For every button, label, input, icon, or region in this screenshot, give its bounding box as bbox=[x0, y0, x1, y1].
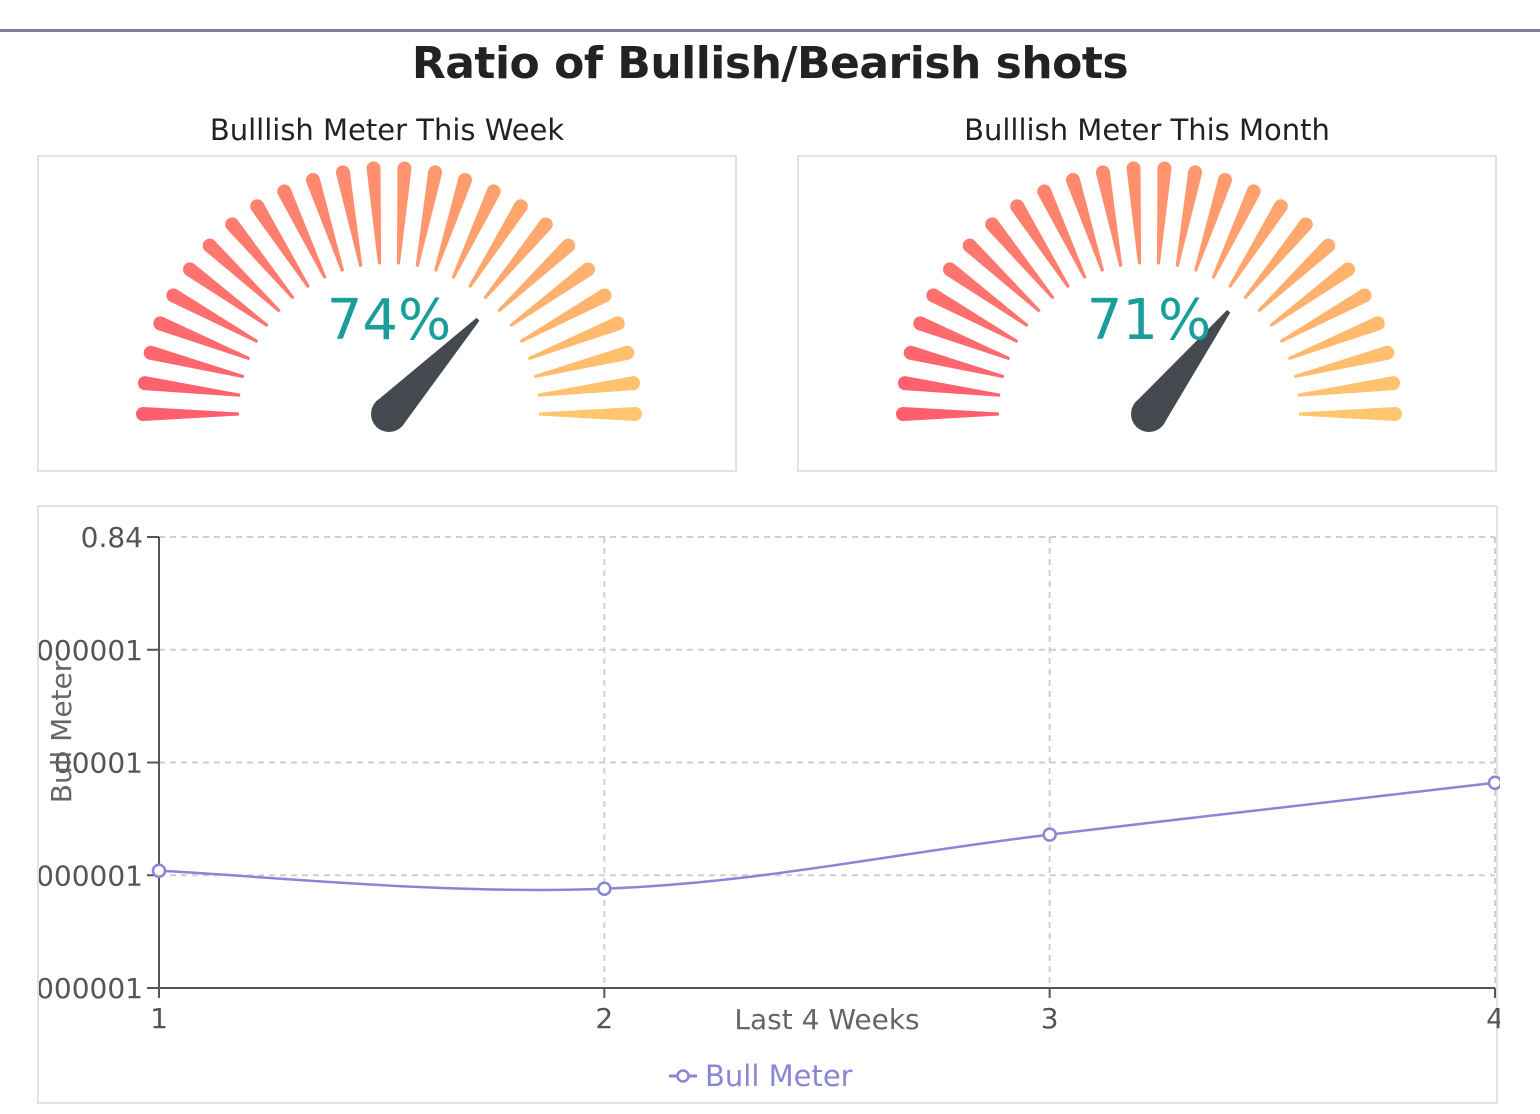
gauge-tick bbox=[537, 376, 641, 397]
y-tick-label: 000001 bbox=[39, 634, 143, 667]
gauge-tick bbox=[305, 173, 345, 272]
gauge-tick bbox=[985, 217, 1055, 300]
gauge-tick bbox=[153, 316, 251, 361]
gauge-tick bbox=[913, 316, 1011, 361]
y-tick-label: 00001 bbox=[54, 747, 143, 780]
gauge-tick bbox=[1095, 165, 1123, 267]
gauge-tick bbox=[1126, 161, 1142, 265]
gauge-month-title: Bulllish Meter This Month bbox=[964, 113, 1330, 147]
gauge-tick bbox=[433, 173, 473, 272]
x-tick-label: 1 bbox=[150, 1002, 168, 1035]
gauge-tick bbox=[1193, 173, 1233, 272]
gauge-tick bbox=[166, 288, 259, 344]
gauge-tick bbox=[1065, 173, 1105, 272]
legend-label[interactable]: Bull Meter bbox=[705, 1059, 853, 1093]
gauge-tick bbox=[962, 238, 1041, 313]
gauge-tick bbox=[451, 184, 501, 279]
gauge-tick bbox=[1269, 262, 1356, 328]
gauge-tick bbox=[1299, 407, 1402, 421]
legend-marker bbox=[676, 1069, 690, 1083]
gauge-tick bbox=[277, 184, 327, 279]
gauge-tick bbox=[533, 345, 635, 379]
x-axis-title: Last 4 Weeks bbox=[734, 1003, 919, 1036]
y-tick-label: 0.84 bbox=[81, 521, 143, 554]
gauge-tick bbox=[468, 199, 528, 289]
gauge-tick bbox=[897, 376, 1001, 397]
gauge-tick bbox=[1287, 316, 1385, 361]
gauge-tick bbox=[1211, 184, 1261, 279]
gauge-tick bbox=[1243, 217, 1313, 300]
gauge-needle-hub bbox=[371, 396, 407, 432]
gauge-tick bbox=[896, 407, 999, 421]
data-point[interactable] bbox=[597, 881, 612, 897]
gauge-month-chart: 71% bbox=[896, 161, 1402, 432]
gauge-value: 71% bbox=[1087, 288, 1211, 353]
data-point[interactable] bbox=[1487, 775, 1500, 791]
series-line-bull-meter bbox=[158, 781, 1496, 892]
gauge-needle bbox=[1134, 310, 1231, 426]
gauge-needle bbox=[375, 317, 480, 427]
gauge-tick bbox=[1297, 376, 1401, 397]
data-point[interactable] bbox=[1042, 827, 1057, 842]
gauge-tick bbox=[519, 288, 612, 344]
gauge-tick bbox=[1037, 184, 1087, 279]
gauge-tick bbox=[509, 262, 596, 328]
gauge-week-chart: 74% bbox=[136, 161, 642, 432]
gauge-tick bbox=[396, 161, 412, 265]
page-title: Ratio of Bullish/Bearish shots bbox=[411, 38, 1129, 89]
gauge-tick bbox=[136, 407, 239, 421]
gauge-week-panel: 74% bbox=[37, 155, 737, 472]
gauge-tick bbox=[182, 262, 269, 328]
gauge-tick bbox=[942, 262, 1029, 328]
gauge-tick bbox=[225, 217, 295, 300]
y-axis-title: Bull Meter bbox=[45, 660, 78, 803]
line-chart: 000001 000001 00001 000001 0.84 1 2 3 4 Last 4 We… bbox=[39, 521, 1500, 1093]
gauge-tick bbox=[1228, 199, 1288, 289]
gauge-tick bbox=[1010, 199, 1070, 289]
top-divider bbox=[0, 29, 1540, 32]
y-tick-label: 000001 bbox=[39, 972, 143, 1005]
gauge-tick bbox=[335, 165, 363, 267]
x-tick-label: 2 bbox=[595, 1002, 613, 1035]
gauge-week-title: Bulllish Meter This Week bbox=[209, 113, 565, 147]
gauge-needle-hub bbox=[1131, 396, 1167, 432]
gauge-tick bbox=[202, 238, 281, 313]
gauge-tick bbox=[1175, 165, 1203, 267]
gauge-tick bbox=[527, 316, 625, 361]
gauge-tick bbox=[1257, 238, 1336, 313]
line-chart-panel: 000001 000001 00001 000001 0.84 1 2 3 4 Last 4 We… bbox=[37, 505, 1500, 1104]
gauge-tick bbox=[1279, 288, 1372, 344]
y-tick-label: 000001 bbox=[39, 859, 143, 892]
gauge-tick bbox=[250, 199, 310, 289]
gauge-month-panel: 71% bbox=[797, 155, 1497, 472]
x-tick-label: 3 bbox=[1041, 1002, 1059, 1035]
gauge-tick bbox=[903, 345, 1005, 379]
gauge-tick bbox=[1293, 345, 1395, 379]
x-tick-label: 4 bbox=[1486, 1002, 1500, 1035]
gauge-tick bbox=[539, 407, 642, 421]
gauge-tick bbox=[143, 345, 245, 379]
gauge-tick bbox=[137, 376, 241, 397]
gauge-tick bbox=[1156, 161, 1172, 265]
data-point[interactable] bbox=[151, 863, 167, 878]
gauge-value: 74% bbox=[327, 288, 451, 353]
gauge-tick bbox=[926, 288, 1019, 344]
gauge-tick bbox=[366, 161, 382, 265]
gauge-tick bbox=[483, 217, 553, 300]
gauge-tick bbox=[497, 238, 576, 313]
gauge-tick bbox=[415, 165, 443, 267]
